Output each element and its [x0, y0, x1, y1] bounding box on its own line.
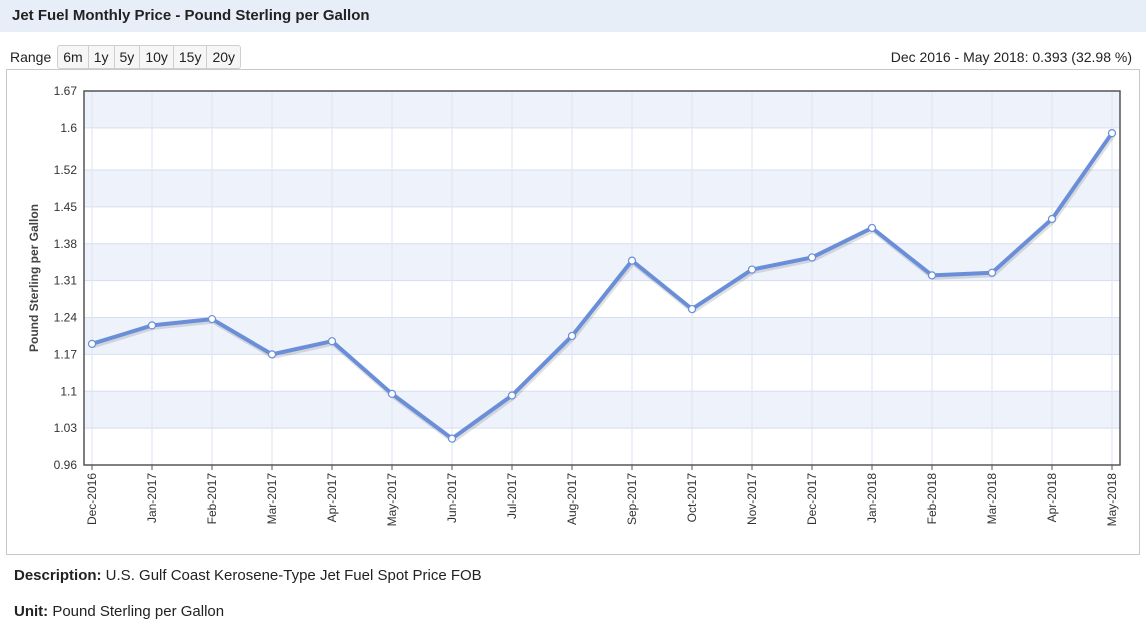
y-axis-label: Pound Sterling per Gallon — [27, 204, 41, 352]
data-point — [567, 331, 577, 341]
description-label: Description: — [14, 567, 102, 584]
y-tick-label: 1.24 — [54, 311, 78, 325]
x-tick-label: Mar-2018 — [985, 473, 999, 525]
data-point — [447, 434, 457, 443]
data-point — [507, 391, 517, 400]
range-5y-button[interactable]: 5y — [113, 45, 141, 69]
range-label: Range — [10, 49, 52, 65]
y-tick-label: 1.03 — [54, 421, 78, 435]
x-tick-label: Jan-2018 — [865, 473, 879, 523]
description-text: U.S. Gulf Coast Kerosene-Type Jet Fuel S… — [101, 567, 482, 584]
x-tick-label: Aug-2017 — [565, 473, 579, 525]
plot-band — [84, 317, 1120, 355]
data-point — [87, 339, 97, 348]
data-point — [627, 256, 637, 265]
data-point — [207, 314, 217, 324]
range-6m-button[interactable]: 6m — [57, 45, 89, 69]
x-tick-label: May-2017 — [385, 473, 399, 527]
plot-border — [83, 90, 1121, 466]
unit-text: Pound Sterling per Gallon — [48, 603, 225, 620]
x-tick-label: Dec-2016 — [85, 473, 99, 525]
x-tick-label: Sep-2017 — [625, 473, 639, 525]
range-20y-button[interactable]: 20y — [206, 45, 242, 69]
data-point — [687, 304, 697, 314]
unit-label: Unit: — [14, 603, 49, 620]
chart-frame: 0.96 1.03 1.1 1.17 1.24 1.31 1.38 1.45 1.52 1.6 1.… — [6, 69, 1140, 555]
y-tick-label: 1.6 — [60, 121, 77, 135]
plot-band — [84, 91, 1120, 128]
x-tick-label: Oct-2017 — [685, 473, 699, 523]
range-10y-button[interactable]: 10y — [139, 45, 174, 69]
x-tick-label: Jul-2017 — [505, 473, 519, 519]
data-point — [387, 389, 397, 398]
range-selector: Range 6m 1y 5y 10y 15y 20y — [10, 45, 242, 69]
data-point — [147, 321, 157, 330]
data-point — [267, 350, 277, 359]
range-1y-button[interactable]: 1y — [87, 45, 115, 69]
range-15y-button[interactable]: 15y — [172, 45, 208, 69]
data-point — [987, 268, 997, 277]
x-tick-label: Dec-2017 — [805, 473, 819, 525]
title-bar: Jet Fuel Monthly Price - Pound Sterling … — [0, 0, 1146, 32]
data-point — [327, 337, 337, 346]
line-chart: 0.96 1.03 1.1 1.17 1.24 1.31 1.38 1.45 1.52 1.6 1.… — [27, 84, 1121, 527]
y-tick-label: 1.17 — [54, 347, 78, 361]
data-point — [747, 265, 757, 274]
data-point — [927, 271, 937, 280]
x-tick-label: Jan-2017 — [145, 473, 159, 523]
x-tick-label: Mar-2017 — [265, 473, 279, 525]
description-line: Description: U.S. Gulf Coast Kerosene-Ty… — [14, 567, 482, 584]
y-tick-label: 1.1 — [60, 384, 77, 398]
y-tick-label: 0.96 — [54, 458, 78, 472]
x-tick-label: Apr-2018 — [1045, 473, 1059, 523]
change-summary: Dec 2016 - May 2018: 0.393 (32.98 %) — [890, 49, 1132, 65]
series-line — [90, 131, 1114, 441]
page-title: Jet Fuel Monthly Price - Pound Sterling … — [12, 7, 370, 24]
data-point — [867, 223, 877, 233]
data-point — [1107, 129, 1117, 138]
y-tick-label: 1.67 — [54, 84, 78, 98]
y-tick-label: 1.45 — [54, 200, 78, 214]
x-tick-label: Nov-2017 — [745, 473, 759, 525]
data-point — [1047, 214, 1057, 224]
y-tick-label: 1.52 — [54, 163, 78, 177]
plot-band — [84, 391, 1120, 429]
plot-band — [84, 170, 1120, 207]
x-tick-label: Feb-2018 — [925, 473, 939, 525]
x-tick-label: May-2018 — [1105, 473, 1119, 527]
unit-line: Unit: Pound Sterling per Gallon — [14, 603, 224, 620]
x-tick-label: Jun-2017 — [445, 473, 459, 523]
y-tick-label: 1.38 — [54, 237, 78, 251]
x-tick-label: Apr-2017 — [325, 473, 339, 523]
x-tick-label: Feb-2017 — [205, 473, 219, 525]
data-point — [807, 253, 817, 262]
y-tick-label: 1.31 — [54, 274, 78, 288]
